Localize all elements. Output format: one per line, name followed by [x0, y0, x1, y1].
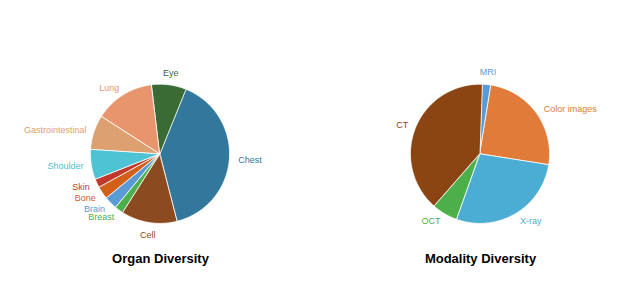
svg-text:Shoulder: Shoulder: [47, 161, 83, 171]
svg-text:Cell: Cell: [140, 230, 156, 240]
svg-text:Eye: Eye: [163, 68, 179, 78]
svg-text:MRI: MRI: [480, 67, 497, 77]
svg-text:Gastrointestinal: Gastrointestinal: [24, 125, 87, 135]
svg-text:Brain: Brain: [84, 204, 105, 214]
svg-text:Bone: Bone: [75, 193, 96, 203]
svg-text:Color images: Color images: [544, 104, 598, 114]
svg-text:OCT: OCT: [422, 216, 442, 226]
svg-text:Chest: Chest: [238, 155, 262, 165]
svg-text:Modality Diversity: Modality Diversity: [425, 251, 537, 266]
svg-text:Breast: Breast: [88, 211, 115, 222]
svg-text:CT: CT: [396, 120, 408, 130]
svg-text:Skin: Skin: [72, 182, 90, 192]
svg-text:Lung: Lung: [99, 83, 119, 93]
svg-text:Organ Diversity: Organ Diversity: [112, 251, 210, 266]
svg-text:X-ray: X-ray: [520, 216, 542, 226]
